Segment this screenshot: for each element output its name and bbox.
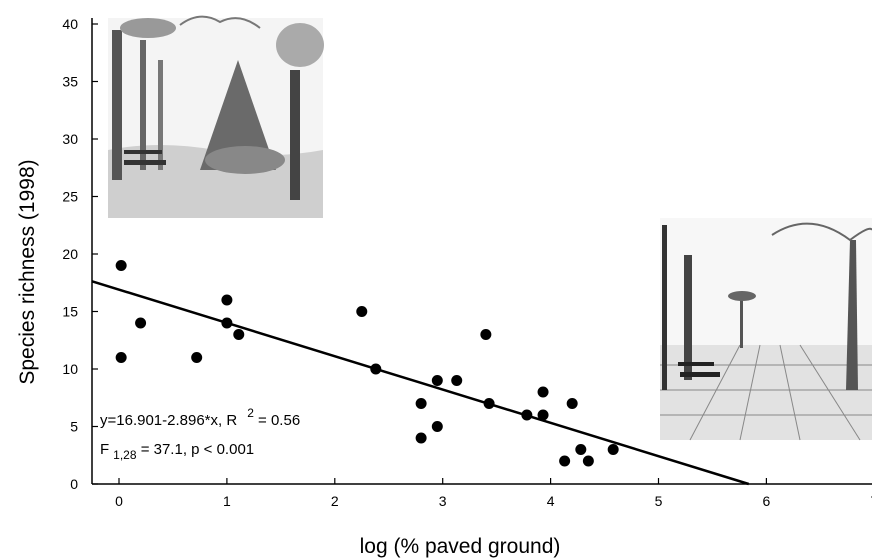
r2-value: = 0.56 [254,412,300,429]
x-tick-label: 5 [655,493,663,509]
equation-text: y=16.901-2.896*x, R [100,412,237,429]
data-point [559,455,571,467]
data-point [480,329,492,340]
data-point [521,409,533,421]
data-point [582,455,594,467]
data-point [356,306,368,317]
park-illustration [108,15,324,218]
f-label: F [100,441,109,458]
y-tick-label: 0 [70,476,78,492]
equation-annotation: y=16.901-2.896*x, R 2 = 0.56 [100,406,300,429]
y-tick-label: 40 [62,16,78,32]
data-point [115,352,127,363]
data-point [607,444,619,455]
data-point [415,432,427,444]
y-tick-label: 5 [70,419,78,435]
y-tick-label: 15 [62,304,78,320]
data-point [431,421,443,432]
x-tick-label: 7 [870,493,872,509]
y-tick-label: 30 [62,131,78,147]
data-point [233,329,245,340]
axes [91,18,872,485]
y-tick-label: 20 [62,246,78,262]
data-point [135,317,147,329]
paved-square-illustration [660,218,872,441]
data-point [537,386,549,398]
data-points [115,260,619,467]
tick-labels: 0 5 10 15 20 25 30 35 40 0 1 2 3 4 5 6 7 [62,16,872,509]
data-point [221,317,233,329]
data-point [415,398,427,409]
y-axis-title: Species richness (1998) [16,159,39,384]
f-value: = 37.1, p < 0.001 [137,441,255,458]
data-point [537,409,549,421]
data-point [566,398,578,409]
y-tick-label: 10 [62,361,78,377]
x-tick-label: 4 [547,493,555,509]
data-point [451,375,463,386]
y-tick-label: 35 [62,74,78,90]
data-point [431,375,443,386]
r2-superscript: 2 [247,406,254,420]
x-tick-label: 1 [223,493,231,509]
data-point [115,260,127,271]
x-tick-label: 0 [115,493,123,509]
data-point [575,444,587,455]
data-point [483,398,495,409]
y-tick-label: 25 [62,189,78,205]
x-tick-label: 2 [331,493,339,509]
x-axis-title: log (% paved ground) [360,535,561,558]
data-point [370,363,382,375]
x-tick-label: 6 [763,493,771,509]
f-subscript: 1,28 [113,448,137,462]
stats-annotation: F 1,28 = 37.1, p < 0.001 [100,441,254,462]
data-point [191,352,203,363]
data-point [221,294,233,306]
regression-line [91,280,750,486]
x-tick-label: 3 [439,493,447,509]
ticks [92,23,768,485]
